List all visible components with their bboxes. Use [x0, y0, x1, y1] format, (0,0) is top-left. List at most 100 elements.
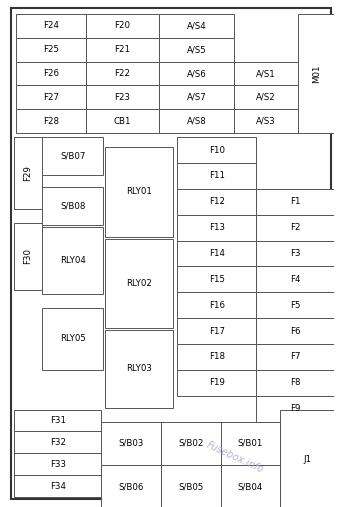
Text: F32: F32 [50, 438, 66, 447]
Bar [177, 344, 256, 370]
Bar [105, 239, 173, 328]
Bar [256, 266, 334, 292]
Text: S/B03: S/B03 [119, 439, 144, 448]
Bar [14, 475, 101, 497]
Bar [85, 62, 159, 86]
Bar [256, 241, 334, 266]
Text: F15: F15 [209, 275, 225, 284]
Text: F28: F28 [43, 117, 59, 126]
Bar [159, 110, 234, 133]
Bar [14, 137, 42, 209]
Text: S/B02: S/B02 [178, 439, 204, 448]
Text: RLY02: RLY02 [126, 279, 152, 288]
Bar [42, 187, 103, 225]
Text: F3: F3 [290, 249, 301, 258]
Bar [177, 266, 256, 292]
Bar [177, 241, 256, 266]
Bar [161, 465, 221, 507]
Text: F12: F12 [209, 197, 225, 206]
Text: A/S5: A/S5 [186, 45, 206, 54]
Text: A/S4: A/S4 [186, 21, 206, 30]
Text: J1: J1 [303, 455, 311, 464]
Bar [85, 14, 159, 38]
Text: F29: F29 [23, 165, 32, 181]
Bar [16, 86, 85, 110]
Text: F9: F9 [290, 404, 301, 413]
Bar [177, 163, 256, 189]
Text: S/B07: S/B07 [60, 152, 85, 161]
Bar [256, 318, 334, 344]
Text: F16: F16 [209, 301, 225, 310]
Bar [256, 370, 334, 395]
Bar [14, 410, 101, 431]
Text: F4: F4 [290, 275, 301, 284]
Text: F21: F21 [114, 45, 130, 54]
Text: RLY01: RLY01 [126, 188, 152, 196]
Text: F1: F1 [290, 197, 301, 206]
Text: F30: F30 [23, 248, 32, 265]
Text: F7: F7 [290, 352, 301, 361]
Text: F18: F18 [209, 352, 225, 361]
Text: A/S1: A/S1 [256, 69, 276, 78]
Bar [221, 421, 280, 465]
Bar [177, 318, 256, 344]
Text: F13: F13 [209, 223, 225, 232]
Text: F5: F5 [290, 301, 301, 310]
Text: F6: F6 [290, 327, 301, 336]
Bar [256, 344, 334, 370]
Text: F19: F19 [209, 378, 225, 387]
Text: S/B04: S/B04 [238, 483, 263, 492]
Bar [256, 215, 334, 241]
Bar [42, 308, 103, 370]
Bar [177, 189, 256, 215]
Bar [221, 465, 280, 507]
Text: RLY04: RLY04 [59, 256, 86, 265]
Text: F24: F24 [43, 21, 59, 30]
Bar [101, 421, 161, 465]
Bar [256, 189, 334, 215]
Text: F8: F8 [290, 378, 301, 387]
Bar [85, 38, 159, 62]
Bar [16, 62, 85, 86]
Text: S/B08: S/B08 [60, 201, 85, 210]
Bar [14, 431, 101, 453]
Text: RLY03: RLY03 [126, 365, 152, 373]
Bar [177, 292, 256, 318]
Text: F14: F14 [209, 249, 225, 258]
Bar [161, 421, 221, 465]
Bar [42, 227, 103, 294]
Text: RLY05: RLY05 [59, 335, 86, 344]
Text: F10: F10 [209, 146, 225, 155]
Bar [159, 62, 234, 86]
Bar [16, 14, 85, 38]
Text: F2: F2 [290, 223, 301, 232]
Bar [159, 86, 234, 110]
Bar [234, 110, 298, 133]
Bar [85, 110, 159, 133]
Text: S/B05: S/B05 [178, 483, 204, 492]
Bar [177, 215, 256, 241]
Bar [177, 137, 256, 163]
Bar [256, 395, 334, 421]
Text: A/S3: A/S3 [256, 117, 276, 126]
Text: S/B01: S/B01 [238, 439, 263, 448]
Bar [159, 14, 234, 38]
Bar [14, 223, 42, 291]
Text: F27: F27 [43, 93, 59, 102]
Text: S/B06: S/B06 [119, 483, 144, 492]
Text: F11: F11 [209, 171, 225, 180]
Bar [298, 14, 334, 133]
Text: F34: F34 [50, 482, 66, 491]
Text: A/S6: A/S6 [186, 69, 206, 78]
Text: F23: F23 [114, 93, 130, 102]
Bar [16, 38, 85, 62]
Text: F26: F26 [43, 69, 59, 78]
Bar [105, 330, 173, 408]
Text: F25: F25 [43, 45, 59, 54]
Bar [177, 370, 256, 395]
Bar [42, 137, 103, 175]
Text: F33: F33 [50, 460, 66, 469]
Bar [105, 147, 173, 237]
Bar [16, 110, 85, 133]
Bar [234, 62, 298, 86]
